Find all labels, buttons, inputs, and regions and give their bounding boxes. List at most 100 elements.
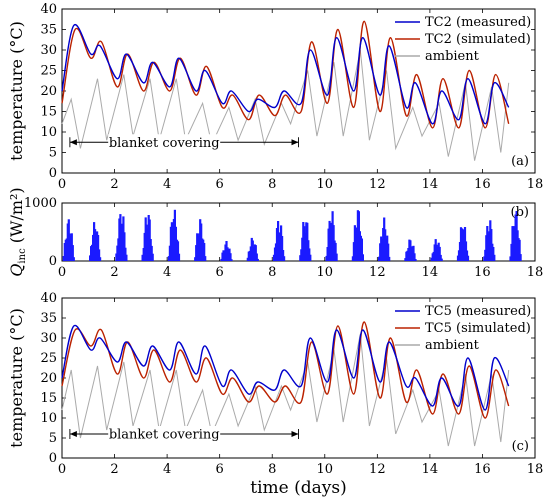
- legend-label: TC5 (simulated): [425, 321, 531, 336]
- x-tick-label: 4: [163, 265, 171, 280]
- irradiance-bar: [281, 236, 284, 261]
- panel-c: 0 2 4 6 8 10 12 14 16 18 0 5 10 15 20 25 30 35 40 TC5 (meas…: [7, 291, 543, 498]
- y-tick-label: 35: [40, 23, 57, 38]
- x-tick-label: 18: [527, 177, 544, 192]
- legend-label: TC2 (simulated): [425, 32, 531, 47]
- y-tick-label: 15: [40, 391, 57, 406]
- irradiance-bar: [360, 238, 363, 261]
- x-tick-label: 8: [268, 177, 276, 192]
- annotation-arrowhead-right: [291, 431, 299, 437]
- x-tick-label: 8: [268, 265, 276, 280]
- irradiance-bar: [123, 232, 126, 261]
- y-tick-label: 20: [40, 371, 57, 386]
- irradiance-bar: [518, 239, 521, 261]
- x-tick-label: 0: [58, 177, 66, 192]
- x-tick-label: 6: [216, 462, 224, 477]
- y-tick-label: 5: [49, 146, 57, 161]
- irradiance-bar: [99, 257, 102, 261]
- y-axis-label: Qinc (W/m²): [7, 187, 28, 276]
- series-line-ambient: [61, 333, 510, 447]
- series-line-simulated: [61, 20, 510, 129]
- y-tick-label: 0: [49, 166, 57, 181]
- panel-label: (b): [511, 205, 529, 220]
- y-axis-label: temperature (°C): [7, 308, 26, 448]
- x-tick-label: 10: [317, 462, 334, 477]
- irradiance-bar: [229, 253, 232, 261]
- legend-label: ambient: [425, 49, 480, 64]
- y-tick-label: 30: [40, 43, 57, 58]
- irradiance-bar: [282, 250, 285, 261]
- x-tick-label: 14: [422, 462, 439, 477]
- y-tick-label: 1000: [24, 196, 57, 211]
- y-tick-label: 0: [49, 451, 57, 466]
- legend-label: ambient: [425, 338, 480, 353]
- panel-label: (a): [511, 154, 529, 169]
- irradiance-bar: [256, 258, 259, 261]
- irradiance-bar: [438, 246, 441, 261]
- irradiance-bar: [361, 254, 364, 261]
- irradiance-bar: [283, 256, 286, 261]
- y-tick-label: 40: [40, 2, 57, 17]
- x-tick-label: 16: [474, 177, 491, 192]
- irradiance-bar: [71, 245, 74, 261]
- x-tick-label: 18: [527, 265, 544, 280]
- irradiance-bar: [413, 253, 416, 261]
- irradiance-bar: [230, 259, 233, 261]
- x-tick-label: 8: [268, 462, 276, 477]
- irradiance-bar: [439, 254, 442, 261]
- x-tick-label: 12: [369, 265, 386, 280]
- irradiance-bar: [440, 258, 443, 261]
- annotation-text: blanket covering: [109, 428, 220, 443]
- irradiance-bar: [335, 253, 338, 261]
- series-line-measured: [61, 24, 510, 125]
- irradiance-bar: [388, 256, 391, 261]
- legend-label: TC5 (measured): [425, 304, 531, 319]
- series-line-measured: [61, 324, 510, 411]
- x-tick-label: 0: [58, 462, 66, 477]
- irradiance-bar: [72, 257, 75, 261]
- panel-label: (c): [512, 439, 529, 454]
- irradiance-bar: [492, 247, 495, 261]
- irradiance-bar: [98, 249, 101, 261]
- legend-label: TC2 (measured): [425, 15, 531, 30]
- y-tick-label: 15: [40, 105, 57, 120]
- irradiance-bar: [150, 245, 153, 261]
- x-tick-label: 12: [369, 462, 386, 477]
- irradiance-bar: [124, 247, 127, 261]
- x-tick-label: 4: [163, 177, 171, 192]
- irradiance-bar: [466, 255, 470, 261]
- annotation-arrowhead-right: [291, 139, 299, 146]
- x-tick-label: 16: [474, 265, 491, 280]
- irradiance-bar: [519, 254, 522, 261]
- irradiance-bar: [176, 241, 180, 261]
- irradiance-bar: [493, 254, 496, 261]
- y-tick-label: 20: [40, 84, 57, 99]
- irradiance-bar: [97, 235, 100, 261]
- irradiance-bar: [414, 259, 417, 261]
- x-tick-label: 0: [58, 265, 66, 280]
- irradiance-bar: [151, 253, 154, 261]
- x-tick-label: 14: [422, 177, 439, 192]
- x-tick-label: 6: [216, 265, 224, 280]
- x-tick-label: 2: [110, 462, 118, 477]
- x-tick-label: 6: [216, 177, 224, 192]
- x-tick-label: 2: [110, 177, 118, 192]
- series-line-ambient: [61, 49, 510, 161]
- y-tick-label: 40: [40, 291, 57, 306]
- irradiance-bar: [387, 243, 390, 261]
- annotation-text-bg: [108, 426, 221, 441]
- irradiance-bar: [203, 243, 206, 261]
- annotation-arrowhead-left: [69, 431, 77, 437]
- y-tick-label: 10: [40, 411, 57, 426]
- x-tick-label: 18: [527, 462, 544, 477]
- y-tick-label: 10: [40, 125, 57, 140]
- y-tick-label: 30: [40, 331, 57, 346]
- y-axis-label: temperature (°C): [7, 21, 26, 161]
- irradiance-bar: [334, 242, 337, 261]
- y-tick-label: 25: [40, 351, 57, 366]
- y-tick-label: 25: [40, 64, 57, 79]
- plot-frame: [61, 202, 536, 262]
- series-line-simulated: [61, 321, 510, 419]
